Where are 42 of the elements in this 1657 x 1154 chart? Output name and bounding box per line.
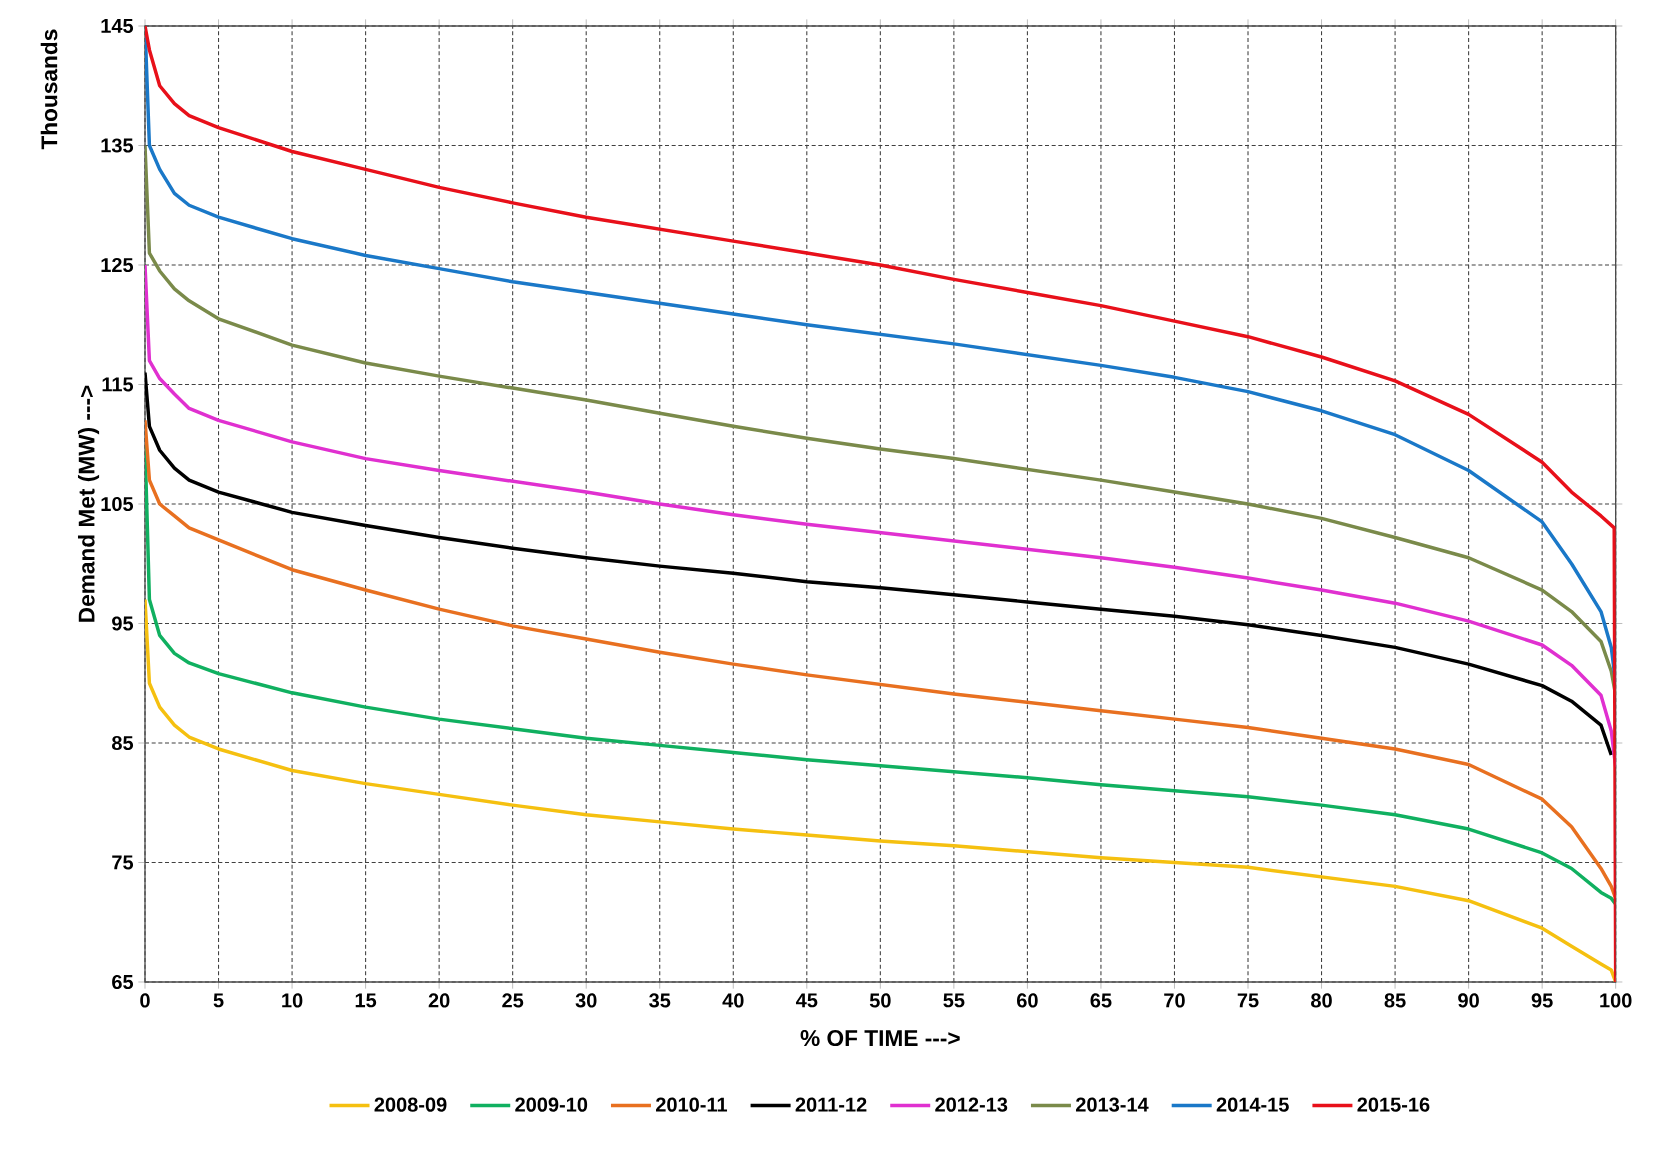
legend-label: 2011-12 (795, 1097, 867, 1112)
text: Thousands (40, 29, 58, 150)
y-tick-label: 145 (101, 19, 134, 33)
y-tick-label: 115 (102, 377, 134, 392)
y-tick-label: 95 (112, 616, 134, 631)
legend-label: 2013-14 (1075, 1097, 1149, 1112)
y-tick-label: 65 (112, 974, 134, 990)
x-tick-label: 50 (869, 993, 891, 1008)
x-tick-label: 15 (355, 993, 377, 1008)
y-tick-label: 135 (101, 138, 134, 153)
x-tick-label: 10 (282, 993, 303, 1008)
x-tick-label: 60 (1017, 993, 1038, 1008)
y-tick-label: 125 (101, 257, 134, 273)
x-tick-label: 45 (795, 993, 818, 1008)
legend-label: 2012-13 (935, 1097, 1008, 1112)
legend-label: 2009-10 (515, 1097, 588, 1112)
legend-label: 2010-11 (656, 1097, 728, 1112)
x-tick-label: 90 (1458, 993, 1479, 1008)
x-tick-label: 80 (1311, 993, 1332, 1008)
x-tick-label: 75 (1237, 993, 1259, 1008)
x-tick-label: 55 (943, 993, 965, 1008)
x-tick-label: 20 (428, 993, 450, 1008)
legend-label: 2008-09 (374, 1097, 447, 1112)
y-tick-label: 75 (112, 855, 134, 870)
y-tick-label: 85 (112, 735, 134, 751)
x-tick-label: 70 (1164, 993, 1185, 1008)
legend-label: 2015-16 (1357, 1097, 1430, 1112)
x-tick-label: 35 (649, 993, 671, 1008)
x-tick-label: 40 (722, 993, 744, 1008)
x-tick-label: 65 (1090, 993, 1112, 1008)
x-tick-label: 25 (502, 993, 524, 1008)
x-tick-label: 100 (1600, 993, 1632, 1008)
y-tick-label: 105 (101, 496, 134, 512)
line-series (145, 370, 1613, 757)
y-axis-title: Demand Met (MW) ---> (77, 385, 100, 622)
x-tick-label: 30 (575, 993, 597, 1008)
x-tick-label: 0 (140, 993, 150, 1008)
x-tick-label: 5 (213, 993, 224, 1008)
x-tick-label: 95 (1531, 993, 1553, 1008)
legend-label: 2014-15 (1216, 1097, 1289, 1112)
x-tick-label: 85 (1384, 993, 1406, 1008)
x-axis-title: % OF TIME ---> (800, 1030, 960, 1047)
